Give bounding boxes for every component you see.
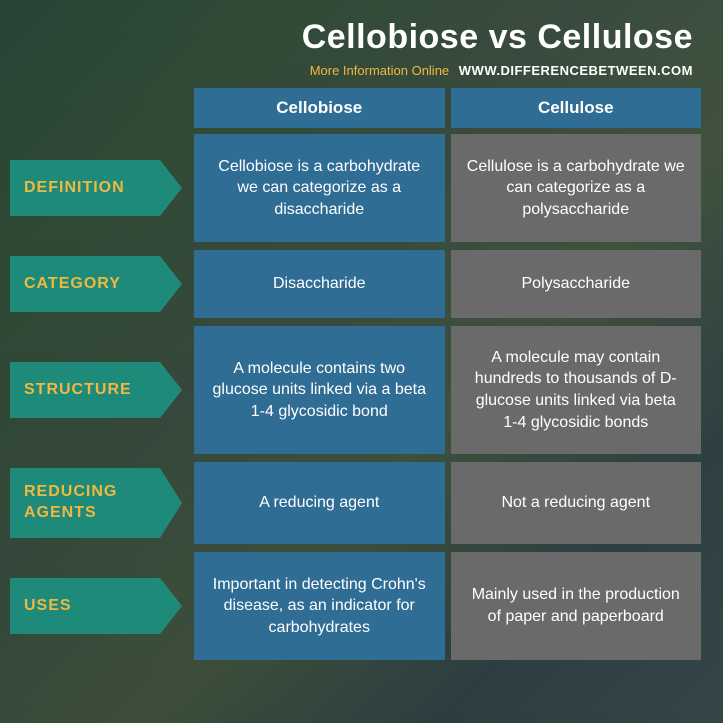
- table-row: USES Important in detecting Crohn's disea…: [10, 552, 701, 660]
- cell-cellulose: Not a reducing agent: [451, 462, 702, 544]
- row-label: REDUCING AGENTS: [10, 468, 160, 538]
- row-label-wrap: STRUCTURE: [10, 326, 188, 454]
- cell-cellobiose: Important in detecting Crohn's disease, …: [194, 552, 445, 660]
- table-row: DEFINITION Cellobiose is a carbohydrate w…: [10, 134, 701, 242]
- cell-cellobiose: A molecule contains two glucose units li…: [194, 326, 445, 454]
- row-label: STRUCTURE: [10, 362, 160, 418]
- row-label: DEFINITION: [10, 160, 160, 216]
- page-title: Cellobiose vs Cellulose: [30, 18, 693, 57]
- subtitle: More Information Online WWW.DIFFERENCEBE…: [30, 63, 693, 78]
- row-label-wrap: DEFINITION: [10, 134, 188, 242]
- row-label: USES: [10, 578, 160, 634]
- row-label-wrap: CATEGORY: [10, 250, 188, 318]
- cell-cellobiose: Disaccharide: [194, 250, 445, 318]
- table-row: REDUCING AGENTS A reducing agentNot a red…: [10, 462, 701, 544]
- header-spacer: [10, 88, 188, 128]
- cell-cellulose: Mainly used in the production of paper a…: [451, 552, 702, 660]
- source-link[interactable]: WWW.DIFFERENCEBETWEEN.COM: [459, 63, 693, 78]
- row-label-wrap: REDUCING AGENTS: [10, 462, 188, 544]
- subtitle-label: More Information Online: [310, 63, 449, 78]
- row-label-wrap: USES: [10, 552, 188, 660]
- table-row: CATEGORY DisaccharidePolysaccharide: [10, 250, 701, 318]
- header: Cellobiose vs Cellulose More Information…: [0, 0, 723, 88]
- cell-cellulose: Cellulose is a carbohydrate we can categ…: [451, 134, 702, 242]
- table-row: STRUCTURE A molecule contains two glucose…: [10, 326, 701, 454]
- column-header-a: Cellobiose: [194, 88, 445, 128]
- cell-cellulose: Polysaccharide: [451, 250, 702, 318]
- column-header-b: Cellulose: [451, 88, 702, 128]
- row-label: CATEGORY: [10, 256, 160, 312]
- cell-cellulose: A molecule may contain hundreds to thous…: [451, 326, 702, 454]
- comparison-table: Cellobiose Cellulose DEFINITION Cellobios…: [0, 88, 723, 660]
- cell-cellobiose: Cellobiose is a carbohydrate we can cate…: [194, 134, 445, 242]
- cell-cellobiose: A reducing agent: [194, 462, 445, 544]
- column-headers: Cellobiose Cellulose: [10, 88, 701, 128]
